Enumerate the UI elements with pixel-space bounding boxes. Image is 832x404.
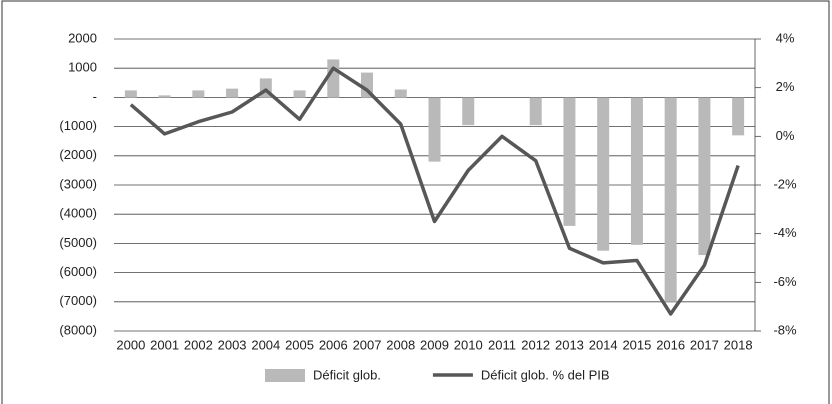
x-tick-label: 2008: [386, 337, 415, 352]
y2-tick-label: -6%: [773, 274, 797, 289]
bar: [293, 90, 306, 98]
bar: [158, 95, 171, 98]
line: [129, 66, 740, 316]
bar: [664, 97, 677, 302]
bar: [529, 97, 542, 126]
x-tick-label: 2009: [420, 337, 449, 352]
y2-tick-label: 2%: [776, 79, 795, 94]
x-tick-label: 2004: [251, 337, 280, 352]
y2-tick-label: -4%: [773, 225, 797, 240]
y-tick-label: (2000): [59, 147, 97, 162]
bar: [327, 59, 340, 98]
x-tick-label: 2015: [622, 337, 651, 352]
y-tick-label: 1000: [68, 60, 97, 75]
y-tick-label: (7000): [59, 293, 97, 308]
x-tick-label: 2018: [724, 337, 753, 352]
legend-swatch: [265, 369, 305, 382]
bar: [226, 88, 239, 98]
y-tick-label: (3000): [59, 176, 97, 191]
y-tick-label: (5000): [59, 235, 97, 250]
bar: [563, 97, 576, 226]
x-tick-label: 2005: [285, 337, 314, 352]
bar: [732, 97, 745, 136]
x-tick-label: 2017: [690, 337, 719, 352]
bar: [192, 90, 205, 98]
y-tick-label: (4000): [59, 206, 97, 221]
bar: [124, 90, 137, 98]
x-tick-label: 2006: [319, 337, 348, 352]
y2-tick-label: -2%: [773, 176, 797, 191]
bar: [428, 97, 441, 162]
x-tick-label: 2010: [454, 337, 483, 352]
legend-label: Déficit glob.: [313, 367, 381, 382]
x-tick-label: 2003: [218, 337, 247, 352]
x-tick-label: 2007: [353, 337, 382, 352]
y-tick-label: -: [93, 89, 97, 104]
bar: [698, 97, 711, 256]
bar: [630, 97, 643, 245]
y-tick-label: (6000): [59, 264, 97, 279]
y-tick-label: (1000): [59, 118, 97, 133]
bar: [462, 97, 475, 126]
legend-label: Déficit glob. % del PIB: [481, 367, 610, 382]
y-tick-label: (8000): [59, 322, 97, 337]
x-tick-label: 2011: [488, 337, 516, 352]
y2-tick-label: -8%: [773, 322, 797, 337]
x-tick-label: 2013: [555, 337, 584, 352]
y2-tick-label: 0%: [776, 128, 795, 143]
y-tick-label: 2000: [68, 30, 97, 45]
x-tick-label: 2002: [184, 337, 213, 352]
x-tick-label: 2014: [589, 337, 618, 352]
x-tick-label: 2000: [116, 337, 145, 352]
bar: [597, 97, 610, 251]
x-tick-label: 2016: [656, 337, 685, 352]
bar: [394, 89, 407, 98]
x-tick-label: 2001: [150, 337, 179, 352]
y2-tick-label: 4%: [776, 30, 795, 45]
x-tick-label: 2012: [521, 337, 550, 352]
